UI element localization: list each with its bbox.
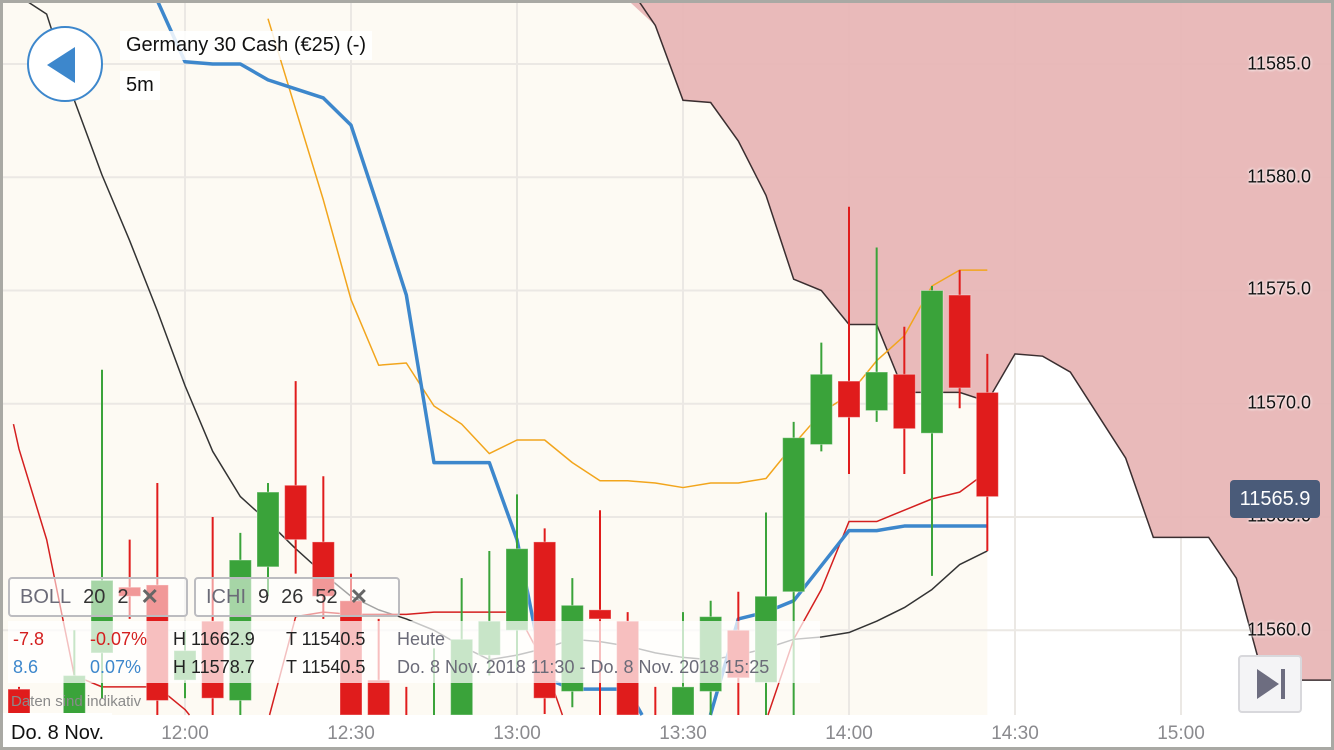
high-value: H 11578.7	[173, 657, 255, 677]
x-tick-label: 14:30	[991, 723, 1039, 744]
change-value: -7.8	[13, 629, 45, 649]
x-tick-label: 14:00	[825, 723, 873, 744]
x-tick-label: 13:00	[493, 723, 541, 744]
candle-up	[505, 548, 529, 631]
change-value: 8.6	[13, 657, 39, 677]
candle-down	[837, 380, 861, 418]
info-panel: -7.8 -0.07% H 11662.9 T 11540.5 Heute 8.…	[8, 621, 820, 683]
y-tick-label: 11570.0	[1247, 392, 1311, 413]
period-label: Heute	[397, 629, 446, 649]
x-tick-label: 12:30	[327, 723, 375, 744]
back-arrow-icon	[47, 47, 75, 83]
change-percent: 0.07%	[90, 657, 142, 677]
candle-up	[782, 437, 806, 593]
y-tick-label: 11575.0	[1247, 278, 1311, 299]
skip-to-end-icon	[1257, 669, 1279, 699]
y-tick-label: 11580.0	[1247, 166, 1311, 187]
indicator-name: BOLL	[20, 585, 72, 608]
candle-up	[671, 686, 695, 716]
candle-down	[948, 294, 972, 389]
indicator-param: 9	[258, 585, 270, 608]
y-tick-label: 11585.0	[1247, 53, 1311, 74]
x-tick-label: 13:30	[659, 723, 707, 744]
indicator-boll[interactable]: BOLL 20 2 ✕	[8, 577, 188, 617]
candle-up	[809, 373, 833, 446]
disclaimer: Daten sind indikativ	[11, 693, 142, 710]
candle-down	[892, 373, 916, 430]
indicator-name: ICHI	[206, 585, 246, 608]
candle-down	[975, 391, 999, 498]
candle-up	[256, 491, 280, 568]
indicator-param: 52	[315, 585, 338, 608]
x-axis: Do. 8 Nov. 12:00 12:30 13:00 13:30 14:00…	[3, 713, 1331, 747]
close-icon[interactable]: ✕	[349, 584, 369, 609]
period-label: Do. 8 Nov. 2018 11:30 - Do. 8 Nov. 2018 …	[397, 657, 770, 677]
x-tick-label: 15:00	[1157, 723, 1205, 744]
indicator-param: 20	[83, 585, 106, 608]
candle-up	[865, 371, 889, 412]
candle-down	[588, 609, 612, 620]
date-label: Do. 8 Nov.	[3, 713, 112, 747]
interval-label[interactable]: 5m	[120, 71, 160, 100]
low-value: T 11540.5	[286, 657, 366, 677]
close-icon[interactable]: ✕	[140, 584, 159, 609]
indicator-param: 26	[281, 585, 304, 608]
candle-up	[920, 290, 944, 434]
cloud-edge-line	[639, 3, 1331, 681]
low-value: T 11540.5	[286, 629, 366, 649]
ichimoku-cloud	[630, 3, 1331, 681]
back-button[interactable]	[27, 26, 103, 102]
scroll-to-end-button[interactable]	[1238, 655, 1302, 713]
indicator-param: 2	[117, 585, 129, 608]
candle-down	[284, 484, 308, 541]
y-tick-label: 11560.0	[1247, 619, 1311, 640]
candle-down	[367, 679, 391, 716]
current-price-tag: 11565.9	[1230, 480, 1320, 518]
high-value: H 11662.9	[173, 629, 255, 649]
indicator-ichi[interactable]: ICHI 9 26 52 ✕	[194, 577, 400, 617]
instrument-title: Germany 30 Cash (€25) (-)	[120, 31, 373, 60]
x-tick-label: 12:00	[161, 723, 209, 744]
change-percent: -0.07%	[90, 629, 148, 649]
